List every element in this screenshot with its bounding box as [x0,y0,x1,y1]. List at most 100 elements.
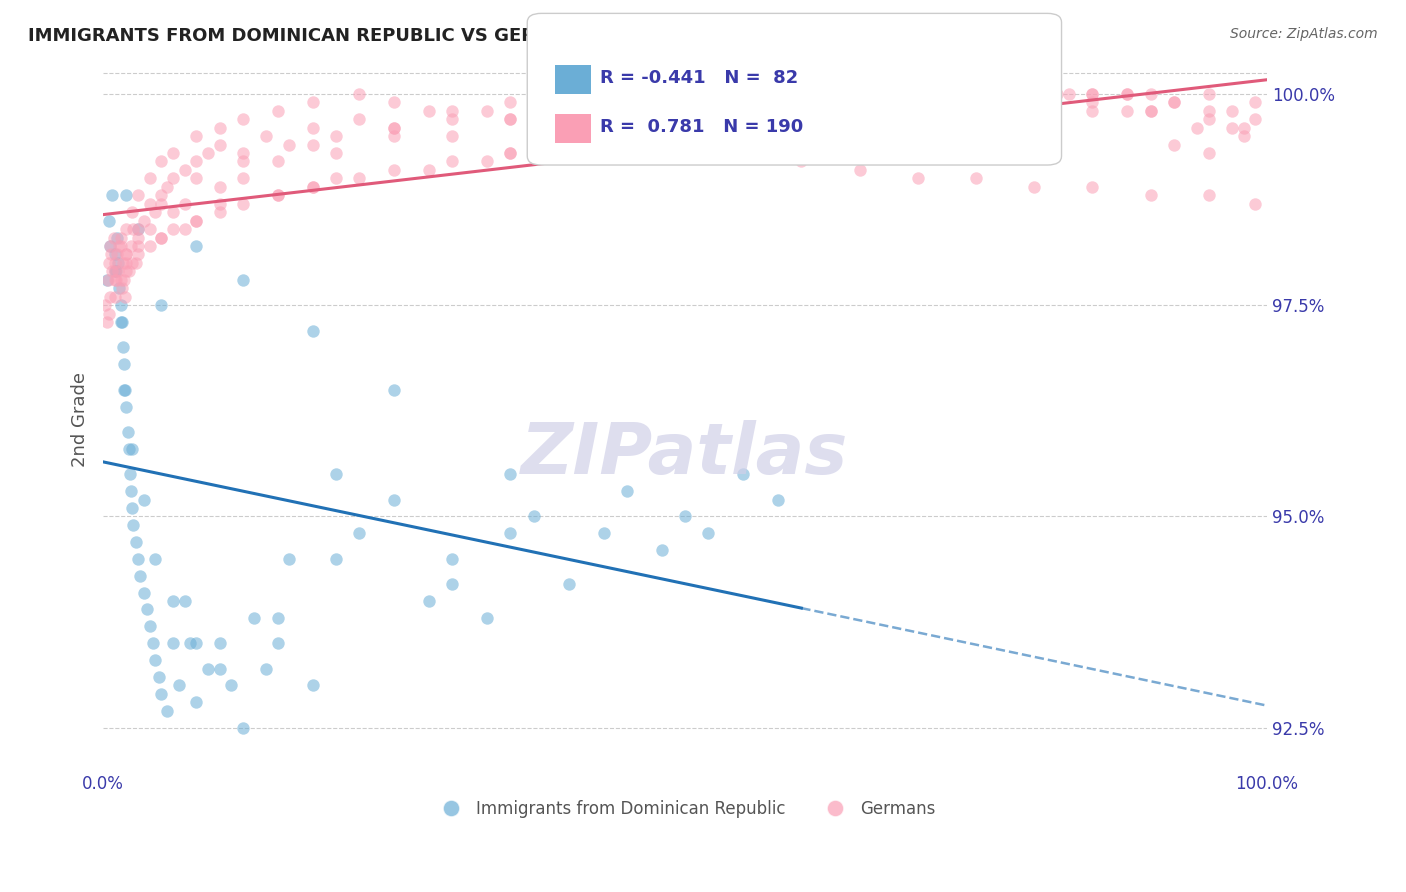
Point [441,551,464,566]
Point [1081,87,1104,101]
Point [766,112,789,127]
Point [347,171,370,186]
Point [267,188,290,202]
Point [733,120,755,135]
Point [1116,87,1139,101]
Point [592,526,614,541]
Point [1198,146,1220,161]
Point [100,247,122,261]
Point [115,222,138,236]
Point [418,163,440,178]
Point [132,213,155,227]
Point [673,509,696,524]
Point [1081,179,1104,194]
Point [848,87,870,101]
Point [96,315,118,329]
Point [107,264,129,278]
Point [127,222,149,236]
Point [115,264,138,278]
Point [115,247,138,261]
Point [382,163,405,178]
Point [121,501,143,516]
Point [790,112,813,127]
Point [1233,120,1256,135]
Point [186,239,208,253]
Point [616,129,638,144]
Point [114,290,136,304]
Point [121,205,143,219]
Point [301,179,323,194]
Point [138,196,160,211]
Point [150,298,173,312]
Point [97,256,120,270]
Point [112,383,135,397]
Point [110,239,132,253]
Point [557,95,579,110]
Point [125,256,148,270]
Point [441,103,464,118]
Point [1116,87,1139,101]
Point [208,636,231,650]
Point [988,95,1011,110]
Point [145,551,167,566]
Point [733,467,755,482]
Point [382,120,405,135]
Point [1139,87,1161,101]
Point [883,87,905,101]
Point [103,230,125,244]
Point [104,256,127,270]
Point [301,678,323,692]
Point [301,137,323,152]
Point [673,87,696,101]
Point [929,95,952,110]
Point [581,87,603,101]
Point [96,273,118,287]
Point [382,492,405,507]
Point [1057,87,1080,101]
Point [132,585,155,599]
Point [110,273,132,287]
Point [475,103,498,118]
Point [232,112,254,127]
Point [162,146,184,161]
Point [697,95,720,110]
Point [148,670,170,684]
Point [104,290,127,304]
Point [243,611,266,625]
Point [278,137,301,152]
Point [208,662,231,676]
Point [97,273,120,287]
Point [1220,103,1243,118]
Point [136,602,159,616]
Point [254,129,277,144]
Point [150,188,173,202]
Point [616,103,638,118]
Point [1081,87,1104,101]
Point [1024,87,1046,101]
Point [534,112,557,127]
Text: R =  0.781   N = 190: R = 0.781 N = 190 [600,118,804,136]
Point [101,188,124,202]
Point [733,146,755,161]
Point [418,594,440,608]
Point [1163,95,1185,110]
Point [232,171,254,186]
Point [441,154,464,169]
Point [254,662,277,676]
Point [325,171,347,186]
Point [150,196,173,211]
Point [118,442,141,456]
Point [790,154,813,169]
Point [145,653,167,667]
Point [138,171,160,186]
Point [162,171,184,186]
Point [581,137,603,152]
Point [1198,188,1220,202]
Point [94,298,117,312]
Point [825,112,848,127]
Point [441,112,464,127]
Point [267,103,290,118]
Point [1220,120,1243,135]
Point [499,95,522,110]
Point [814,87,837,101]
